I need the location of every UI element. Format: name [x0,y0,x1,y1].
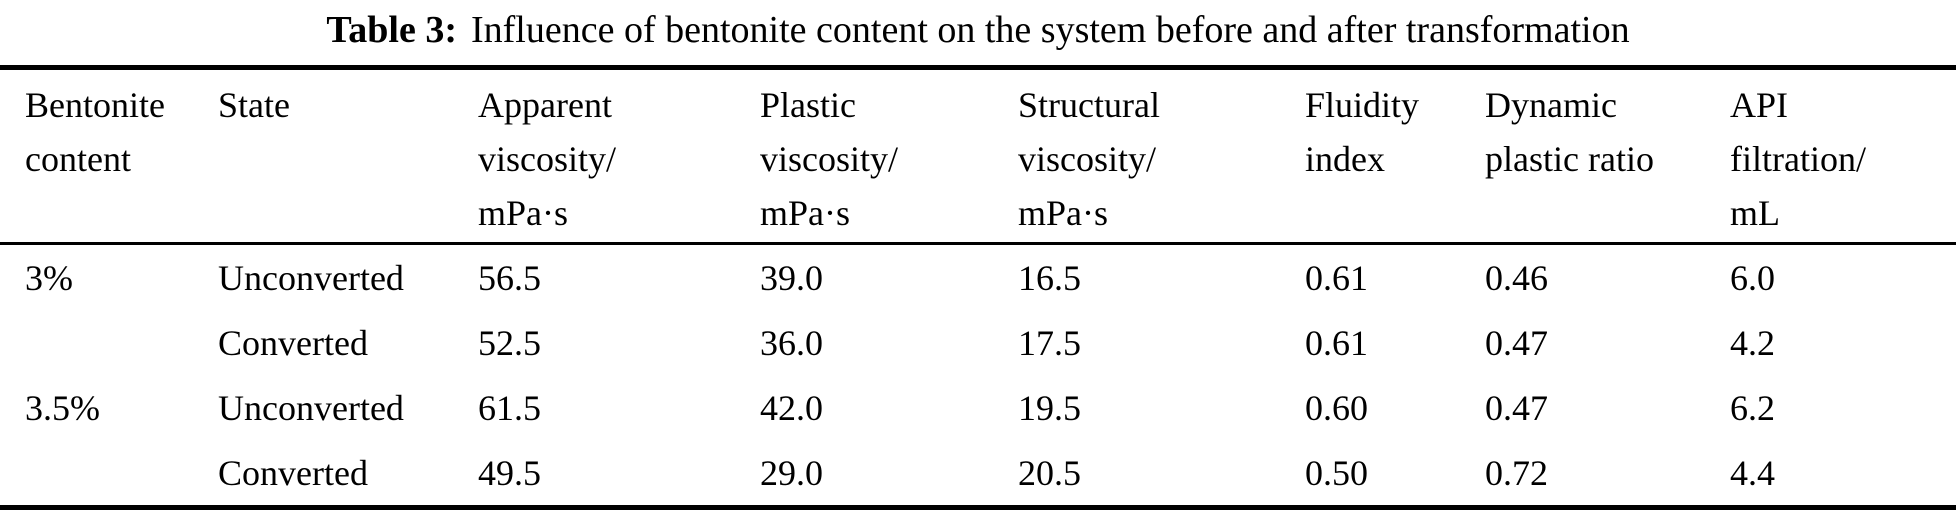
cell-plastic-viscosity: 39.0 [760,257,823,298]
cell-api-filtration: 4.4 [1730,452,1775,493]
cell-state: Unconverted [218,387,404,428]
table-row: Converted 49.5 29.0 20.5 0.50 0.72 4.4 [0,440,1956,508]
col-header-api-filtration: API filtration/ mL [1730,67,1956,246]
cell-structural-viscosity: 20.5 [1018,452,1081,493]
cell-fluidity-index: 0.60 [1305,387,1368,428]
cell-fluidity-index: 0.50 [1305,452,1368,493]
cell-plastic-viscosity: 42.0 [760,387,823,428]
cell-apparent-viscosity: 49.5 [478,452,541,493]
col-header-structural-viscosity: Structural viscosity/ mPa·s [1018,67,1305,246]
table-caption-number: Table 3: [326,9,457,51]
table-body: 3% Unconverted 56.5 39.0 16.5 0.61 0.46 … [0,244,1956,508]
table-row: 3.5% Unconverted 61.5 42.0 19.5 0.60 0.4… [0,375,1956,440]
cell-dynamic-plastic-ratio: 0.72 [1485,452,1548,493]
table-row: 3% Unconverted 56.5 39.0 16.5 0.61 0.46 … [0,244,1956,311]
cell-structural-viscosity: 16.5 [1018,257,1081,298]
col-header-state: State [218,67,478,246]
table-caption: Table 3: Influence of bentonite content o… [0,6,1956,55]
cell-structural-viscosity: 17.5 [1018,322,1081,363]
cell-api-filtration: 6.0 [1730,257,1775,298]
table-caption-text: Influence of bentonite content on the sy… [471,9,1630,51]
cell-plastic-viscosity: 36.0 [760,322,823,363]
col-header-bentonite-content: Bentonite content [0,67,218,246]
cell-dynamic-plastic-ratio: 0.47 [1485,387,1548,428]
col-header-dynamic-plastic-ratio: Dynamic plastic ratio [1485,67,1730,246]
cell-bentonite-content [0,310,218,375]
cell-apparent-viscosity: 56.5 [478,257,541,298]
cell-apparent-viscosity: 61.5 [478,387,541,428]
cell-bentonite-content: 3% [25,257,73,298]
header-row: Bentonite content State Apparent viscosi… [0,67,1956,246]
cell-apparent-viscosity: 52.5 [478,322,541,363]
cell-api-filtration: 4.2 [1730,322,1775,363]
cell-bentonite-content [0,440,218,508]
cell-plastic-viscosity: 29.0 [760,452,823,493]
col-header-fluidity-index: Fluidity index [1305,67,1485,246]
cell-fluidity-index: 0.61 [1305,322,1368,363]
cell-dynamic-plastic-ratio: 0.46 [1485,257,1548,298]
cell-state: Converted [218,452,368,493]
col-header-apparent-viscosity: Apparent viscosity/ mPa·s [478,67,760,246]
col-header-plastic-viscosity: Plastic viscosity/ mPa·s [760,67,1018,246]
cell-bentonite-content: 3.5% [25,387,100,428]
data-table: Bentonite content State Apparent viscosi… [0,65,1956,511]
cell-api-filtration: 6.2 [1730,387,1775,428]
cell-dynamic-plastic-ratio: 0.47 [1485,322,1548,363]
table-header: Bentonite content State Apparent viscosi… [0,67,1956,246]
table-row: Converted 52.5 36.0 17.5 0.61 0.47 4.2 [0,310,1956,375]
cell-structural-viscosity: 19.5 [1018,387,1081,428]
cell-state: Unconverted [218,257,404,298]
cell-fluidity-index: 0.61 [1305,257,1368,298]
cell-state: Converted [218,322,368,363]
